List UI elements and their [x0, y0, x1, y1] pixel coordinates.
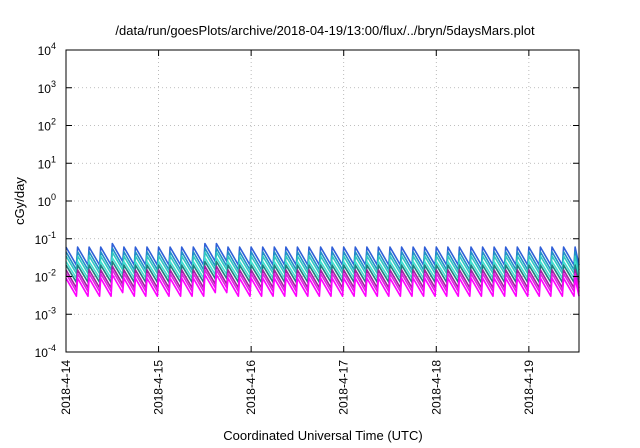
y-tick-label: 104 [38, 41, 56, 58]
x-axis: 2018-4-14 2018-4-15 2018-4-16 2018-4-17 2018… [59, 50, 536, 415]
x-axis-title: Coordinated Universal Time (UTC) [223, 428, 422, 443]
series-line [65, 265, 580, 289]
series-line [65, 242, 580, 266]
series-line [65, 273, 580, 297]
x-tick-label: 2018-4-14 [59, 360, 73, 415]
x-tick-label: 2018-4-18 [429, 360, 443, 415]
y-tick-label: 10-3 [35, 305, 56, 322]
y-tick-label: 102 [38, 117, 56, 134]
series-line [65, 247, 580, 271]
series-line [65, 269, 580, 293]
y-tick-label: 10-1 [35, 230, 56, 247]
series-line [65, 257, 580, 279]
grid [66, 50, 579, 352]
x-tick-label: 2018-4-19 [522, 360, 536, 415]
x-tick-label: 2018-4-15 [152, 360, 166, 415]
y-tick-label: 103 [38, 79, 56, 96]
x-tick-label: 2018-4-16 [244, 360, 258, 415]
y-tick-label: 100 [38, 192, 56, 209]
x-tick-label: 2018-4-17 [337, 360, 351, 415]
y-axis: 10-4 10-3 10-2 10-1 100 101 102 103 104 [35, 41, 579, 360]
y-tick-label: 10-4 [35, 343, 56, 360]
series-group [65, 242, 580, 297]
chart-title: /data/run/goesPlots/archive/2018-04-19/1… [115, 23, 535, 38]
series-line [65, 260, 580, 284]
series-line [65, 251, 580, 275]
y-tick-label: 101 [38, 154, 56, 171]
y-axis-title: cGy/day [12, 177, 27, 225]
y-tick-label: 10-2 [35, 268, 56, 285]
